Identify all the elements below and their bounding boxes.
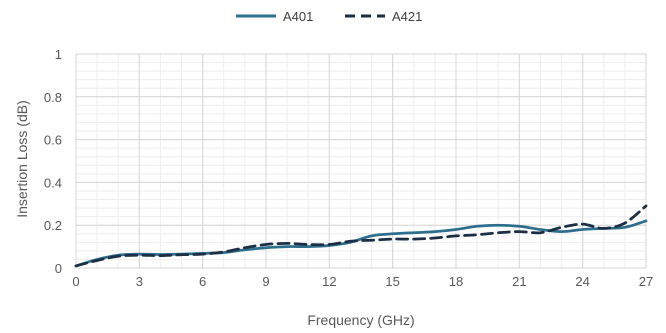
y-axis-title: Insertion Loss (dB) xyxy=(14,100,30,218)
y-tick-label: 0.2 xyxy=(44,218,62,233)
series-line-a421 xyxy=(74,204,648,268)
x-tick-label: 6 xyxy=(199,274,206,289)
y-tick-label: 0.4 xyxy=(44,175,62,190)
x-tick-label: 21 xyxy=(512,274,526,289)
x-tick-label: 24 xyxy=(575,274,589,289)
minor-grid xyxy=(75,53,647,269)
y-tick-label: 0.8 xyxy=(44,90,62,105)
x-axis-title: Frequency (GHz) xyxy=(307,312,414,328)
y-tick-labels: 0 0.2 0.4 0.6 0.8 1 xyxy=(44,47,62,276)
legend-label-a401: A401 xyxy=(283,9,313,24)
y-tick-label: 1 xyxy=(55,47,62,62)
x-tick-label: 0 xyxy=(72,274,79,289)
x-tick-label: 12 xyxy=(322,274,336,289)
x-tick-label: 3 xyxy=(136,274,143,289)
x-tick-label: 15 xyxy=(385,274,399,289)
series-lines xyxy=(74,204,648,268)
major-grid xyxy=(75,53,647,269)
legend: A401 A421 xyxy=(236,9,422,24)
y-tick-label: 0.6 xyxy=(44,133,62,148)
y-tick-label: 0 xyxy=(55,261,62,276)
x-tick-labels: 0 3 6 9 12 15 18 21 24 27 xyxy=(72,274,653,289)
x-tick-label: 9 xyxy=(262,274,269,289)
x-tick-label: 18 xyxy=(449,274,463,289)
legend-label-a421: A421 xyxy=(392,9,422,24)
x-tick-label: 27 xyxy=(639,274,653,289)
